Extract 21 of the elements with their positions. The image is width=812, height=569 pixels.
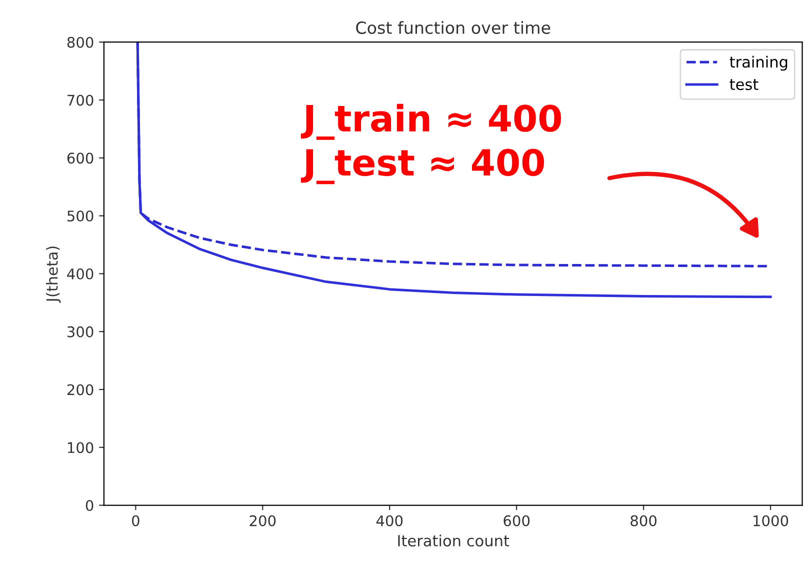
x-tick-label: 200 — [250, 515, 276, 526]
y-tick-label: 600 — [67, 152, 94, 164]
x-tick-label: 0 — [132, 515, 140, 526]
y-tick-label: 500 — [68, 210, 94, 222]
x-axis-title: Iteration count — [398, 534, 510, 546]
y-tick-label: 100 — [68, 442, 94, 454]
legend-label: test — [730, 79, 758, 90]
legend-label: training — [730, 56, 788, 71]
x-tick-label: 600 — [504, 515, 530, 526]
y-tick-label: 400 — [67, 268, 94, 280]
y-tick-label: 200 — [67, 384, 94, 396]
y-tick-label: 700 — [68, 94, 94, 106]
y-tick-label: 800 — [67, 36, 94, 48]
y-tick-label: 300 — [67, 326, 94, 338]
x-tick-label: 400 — [376, 515, 403, 526]
x-tick-label: 800 — [630, 515, 656, 526]
annotation: J_train ≈ 400 J_test ≈ 400 — [300, 104, 562, 184]
y-tick-label: 0 — [86, 500, 94, 512]
x-tick-label: 1000 — [754, 515, 788, 526]
y-axis-title: J(theta) — [46, 246, 61, 303]
chart-title: Cost function over time — [356, 21, 550, 34]
